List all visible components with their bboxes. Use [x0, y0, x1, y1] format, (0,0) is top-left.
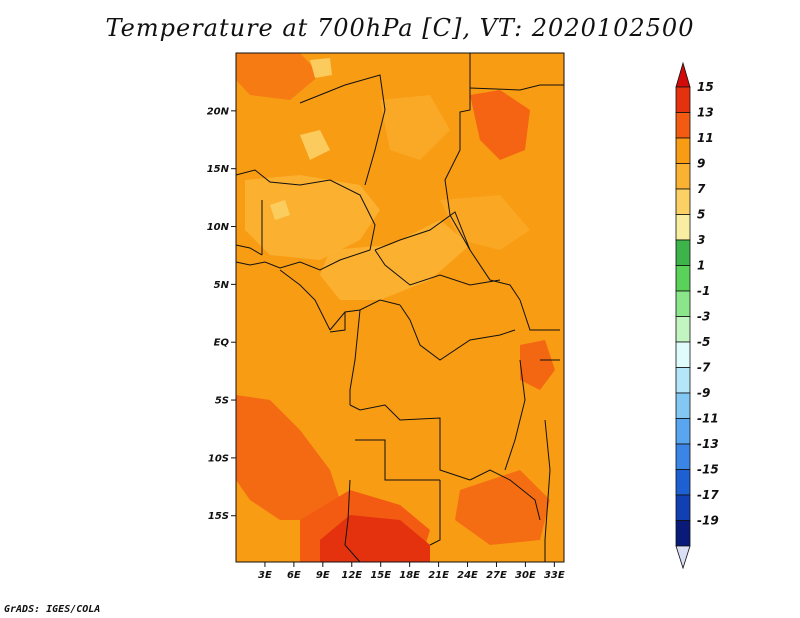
cool-zone-lightspot-1 [300, 130, 330, 160]
colorbar-label: -17 [697, 488, 719, 502]
colorbar-swatch [675, 316, 691, 343]
colorbar-swatch [675, 367, 691, 394]
lon-tick-label: 27E [486, 570, 507, 581]
colorbar-swatch [675, 188, 691, 215]
colorbar-swatch [675, 494, 691, 521]
colorbar-label: -3 [697, 310, 710, 324]
colorbar-label: -7 [697, 361, 711, 375]
warm-zone-north [236, 53, 320, 100]
lat-tick-label: 20N [207, 106, 230, 117]
colorbar-swatch [675, 265, 691, 292]
cool-zone-sahel [245, 175, 380, 260]
warm-zone-northeast [470, 90, 530, 160]
lat-tick-label: 10N [207, 222, 230, 233]
colorbar-swatch [675, 520, 691, 547]
cool-zone-lightspot-3 [270, 200, 290, 220]
lon-tick-label: 24E [457, 570, 478, 581]
colorbar-label: -9 [697, 386, 710, 400]
colorbar-label: -11 [697, 412, 719, 426]
lon-tick-label: 3E [258, 570, 272, 581]
colorbar-label: -5 [697, 335, 710, 349]
lon-tick-label: 6E [287, 570, 301, 581]
cool-zone-central [320, 220, 470, 300]
cool-zone-lightspot-2 [310, 58, 332, 78]
colorbar-label: 5 [697, 208, 705, 222]
warm-zone-southwest [236, 395, 340, 520]
colorbar-swatch [675, 239, 691, 266]
colorbar-label: 11 [697, 131, 714, 145]
colorbar-label: -13 [697, 437, 719, 451]
lon-tick-label: 15E [370, 570, 391, 581]
colorbar-label: 1 [697, 259, 705, 273]
lat-tick-label: 5S [215, 396, 229, 407]
warm-zone-lakes [520, 340, 555, 390]
colorbar-label: -1 [697, 284, 710, 298]
colorbar-label: 9 [697, 157, 705, 171]
colorbar-label: 3 [697, 233, 705, 247]
lon-tick-label: 30E [515, 570, 536, 581]
map-title: Temperature at 700hPa [C], VT: 202010250… [105, 14, 695, 42]
country-borders [235, 53, 564, 563]
colorbar-swatch [675, 137, 691, 164]
lon-tick-label: 18E [399, 570, 420, 581]
cool-zone-north [380, 95, 450, 160]
colorbar-swatch [675, 469, 691, 496]
colorbar-swatch [675, 418, 691, 445]
colorbar-swatch [675, 214, 691, 241]
warm-zone-southeast [455, 470, 550, 545]
colorbar-label: 13 [697, 106, 714, 120]
lon-tick-label: 9E [316, 570, 330, 581]
lon-tick-label: 12E [341, 570, 362, 581]
colorbar-swatch [675, 112, 691, 139]
grads-credit: GrADS: IGES/COLA [4, 604, 101, 615]
map-fill-layer [236, 53, 564, 562]
colorbar-label: 15 [697, 80, 714, 94]
colorbar-bottom-arrow [675, 545, 691, 570]
lon-tick-label: 21E [428, 570, 449, 581]
colorbar-swatch [675, 290, 691, 317]
colorbar-swatch [675, 163, 691, 190]
lat-tick-label: 15S [208, 511, 229, 522]
map-frame [235, 52, 565, 563]
lat-tick-label: 10S [208, 453, 229, 464]
longitude-axis: 3E 6E 9E 12E 15E 18E 21E 24E 27E 30E 33E [258, 562, 565, 581]
colorbar-swatch [675, 341, 691, 368]
lon-tick-label: 33E [544, 570, 565, 581]
colorbar-top-arrow [675, 61, 691, 88]
lat-tick-label: EQ [214, 338, 230, 349]
lat-tick-label: 5N [214, 280, 230, 291]
colorbar-label: -19 [697, 514, 719, 528]
colorbar-swatch [675, 392, 691, 419]
colorbar-label: 7 [697, 182, 706, 196]
colorbar-swatch [675, 86, 691, 113]
colorbar: 15 13 11 9 7 5 3 1 -1 -3 -5 -7 -9 -11 -13 -15 -17 -19 [675, 61, 719, 570]
lat-tick-label: 15N [207, 164, 230, 175]
latitude-axis: 20N 15N 10N 5N EQ 5S 10S 15S [207, 106, 236, 522]
colorbar-label: -15 [697, 463, 719, 477]
colorbar-swatch [675, 443, 691, 470]
